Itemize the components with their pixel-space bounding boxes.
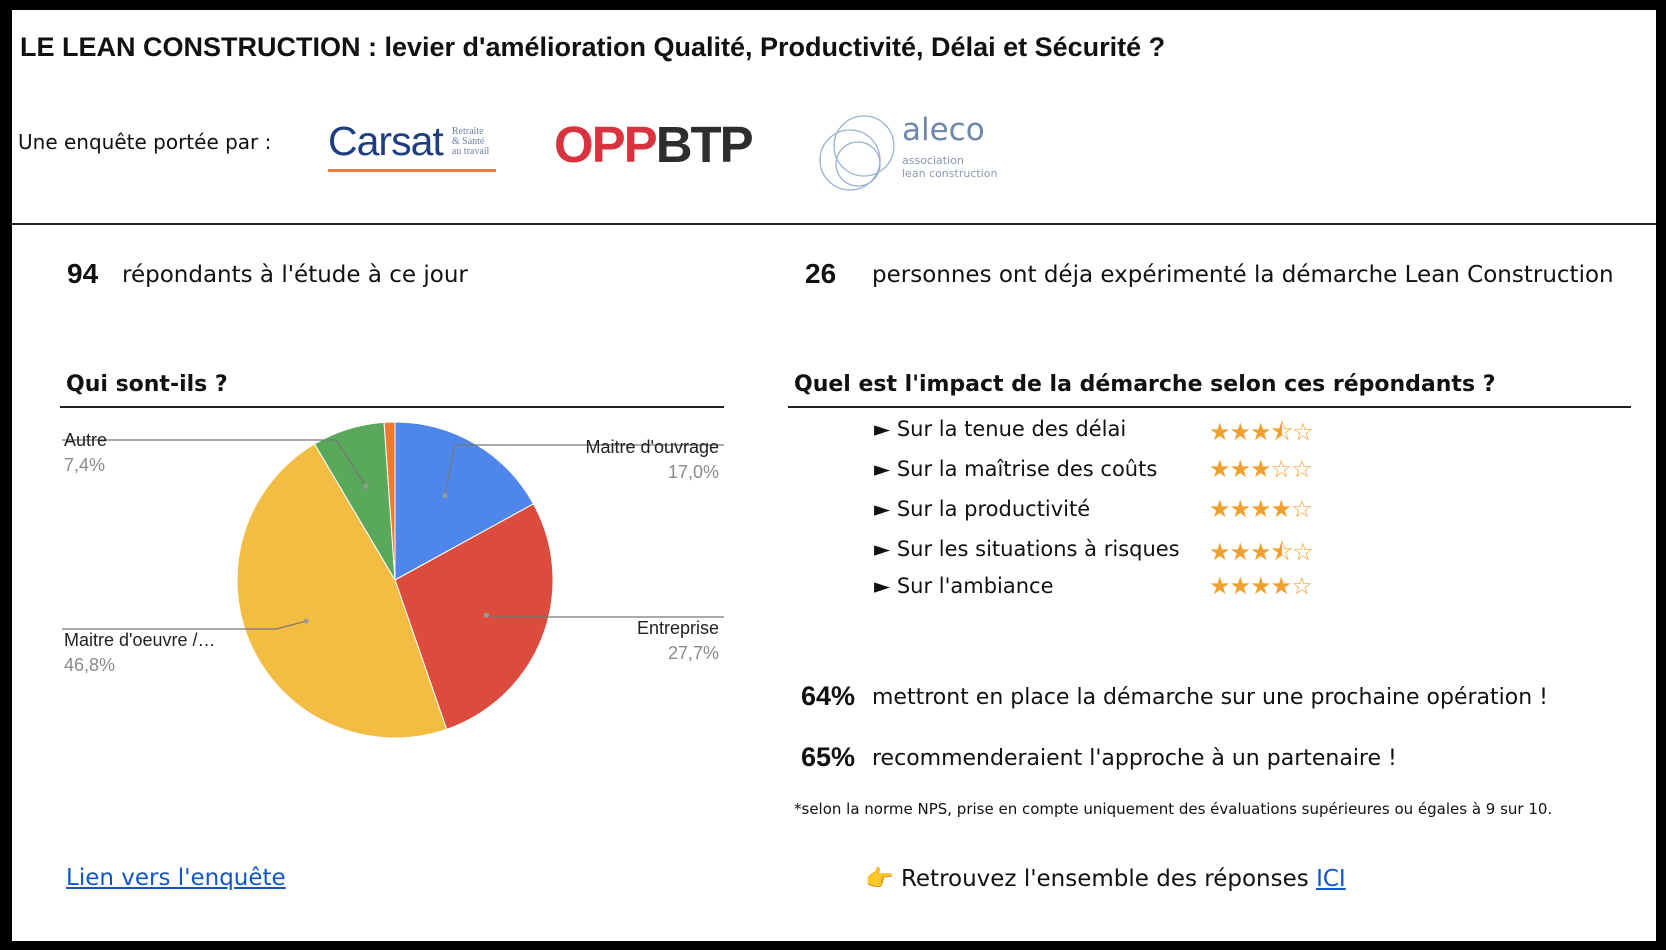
- pie-leader-dot: [303, 618, 309, 624]
- impact-stars-delai: ★★★⯪☆: [1209, 418, 1314, 446]
- outcome-text-next-operation: mettront en place la démarche sur une pr…: [872, 685, 1548, 710]
- pie-leader-dot: [363, 483, 369, 489]
- impact-section-rule: [788, 406, 1631, 408]
- pie-slice-maitre-oeuvre: [236, 443, 448, 739]
- outcome-pct-next-operation: 64%: [801, 681, 856, 711]
- pie-pct-maitre-oeuvre: 46,8%: [64, 655, 116, 675]
- aleco-logo-subtitle: association lean construction: [902, 154, 997, 180]
- oppbtp-logo-red: OPP: [554, 116, 658, 173]
- impact-label-risques: ► Sur les situations à risques: [874, 537, 1180, 561]
- pie-leader-line: [444, 444, 724, 496]
- respondents-pie-chart: [62, 421, 724, 739]
- respondents-count: 94: [67, 258, 99, 289]
- survey-link[interactable]: Lien vers l'enquête: [66, 865, 286, 891]
- page-title: LE LEAN CONSTRUCTION : levier d'améliora…: [20, 32, 1166, 62]
- pointing-hand-icon: 👉: [865, 866, 894, 892]
- impact-stars-couts: ★★★☆☆: [1209, 455, 1313, 483]
- impact-label-productivite: ► Sur la productivité: [874, 497, 1091, 521]
- pie-label-maitre-ouvrage: Maitre d'ouvrage: [585, 437, 719, 457]
- carsat-sub-line: & Santé: [451, 136, 485, 147]
- byline: Une enquête portée par :: [18, 130, 272, 154]
- pie-label-entreprise: Entreprise: [636, 618, 719, 638]
- carsat-logo-subtitle: Retraite & Santé au travail: [452, 127, 489, 157]
- oppbtp-logo: OPPBTP: [554, 115, 754, 174]
- answers-text: Retrouvez l'ensemble des réponses: [900, 866, 1317, 892]
- impact-stars-productivite: ★★★★☆: [1209, 495, 1313, 523]
- pie-slice-entreprise: [394, 503, 554, 730]
- pie-slice-maitre-ouvrage: [394, 421, 535, 581]
- carsat-sub-line: au travail: [451, 146, 490, 157]
- who-section-rule: [60, 406, 724, 408]
- impact-label-delai: ► Sur la tenue des délai: [874, 417, 1127, 441]
- pie-label-autre: Autre: [64, 430, 108, 450]
- aleco-circles-icon: [819, 115, 895, 191]
- aleco-sub-line: lean construction: [902, 167, 998, 180]
- pie-label-maitre-oeuvre: Maitre d'oeuvre /…: [64, 630, 216, 650]
- respondents-text: répondants à l'étude à ce jour: [122, 262, 468, 288]
- aleco-sub-line: association: [902, 154, 964, 167]
- pie-leader-dot: [442, 493, 448, 499]
- outcome-pct-recommend: 65%: [801, 742, 856, 772]
- outcome-text-recommend: recommenderaient l'approche à un partena…: [872, 746, 1397, 771]
- pie-leader-line: [62, 620, 307, 630]
- header-divider: [12, 223, 1656, 225]
- pie-slice-other: [383, 421, 396, 581]
- who-section-title: Qui sont-ils ?: [66, 372, 228, 397]
- pie-pct-entreprise: 27,7%: [667, 643, 719, 663]
- pie-leader-dot: [483, 612, 489, 618]
- carsat-logo-underline: [328, 169, 496, 172]
- answers-footer: 👉 Retrouvez l'ensemble des réponses ICI: [865, 865, 1346, 892]
- nps-footnote: *selon la norme NPS, prise en compte uni…: [794, 800, 1553, 818]
- aleco-logo-word: aleco: [902, 112, 985, 148]
- pie-pct-maitre-ouvrage: 17,0%: [667, 462, 719, 482]
- pie-leader-line: [486, 614, 724, 618]
- pie-pct-autre: 7,4%: [64, 455, 106, 475]
- impact-section-title: Quel est l'impact de la démarche selon c…: [794, 372, 1496, 397]
- carsat-logo-word: Carsat: [328, 118, 444, 164]
- impact-label-couts: ► Sur la maîtrise des coûts: [874, 457, 1158, 481]
- pie-leader-line: [62, 439, 367, 487]
- carsat-sub-line: Retraite: [451, 126, 484, 137]
- experienced-count: 26: [805, 258, 837, 289]
- carsat-logo: Carsat Retraite & Santé au travail: [328, 118, 496, 172]
- dashboard-sheet: LE LEAN CONSTRUCTION : levier d'améliora…: [12, 10, 1656, 941]
- impact-stars-ambiance: ★★★★☆: [1209, 572, 1313, 600]
- oppbtp-logo-dark: BTP: [655, 116, 754, 173]
- answers-link[interactable]: ICI: [1316, 866, 1346, 892]
- experienced-text: personnes ont déja expérimenté la démarc…: [872, 262, 1614, 288]
- impact-label-ambiance: ► Sur l'ambiance: [874, 574, 1054, 598]
- impact-stars-risques: ★★★⯪☆: [1209, 538, 1314, 566]
